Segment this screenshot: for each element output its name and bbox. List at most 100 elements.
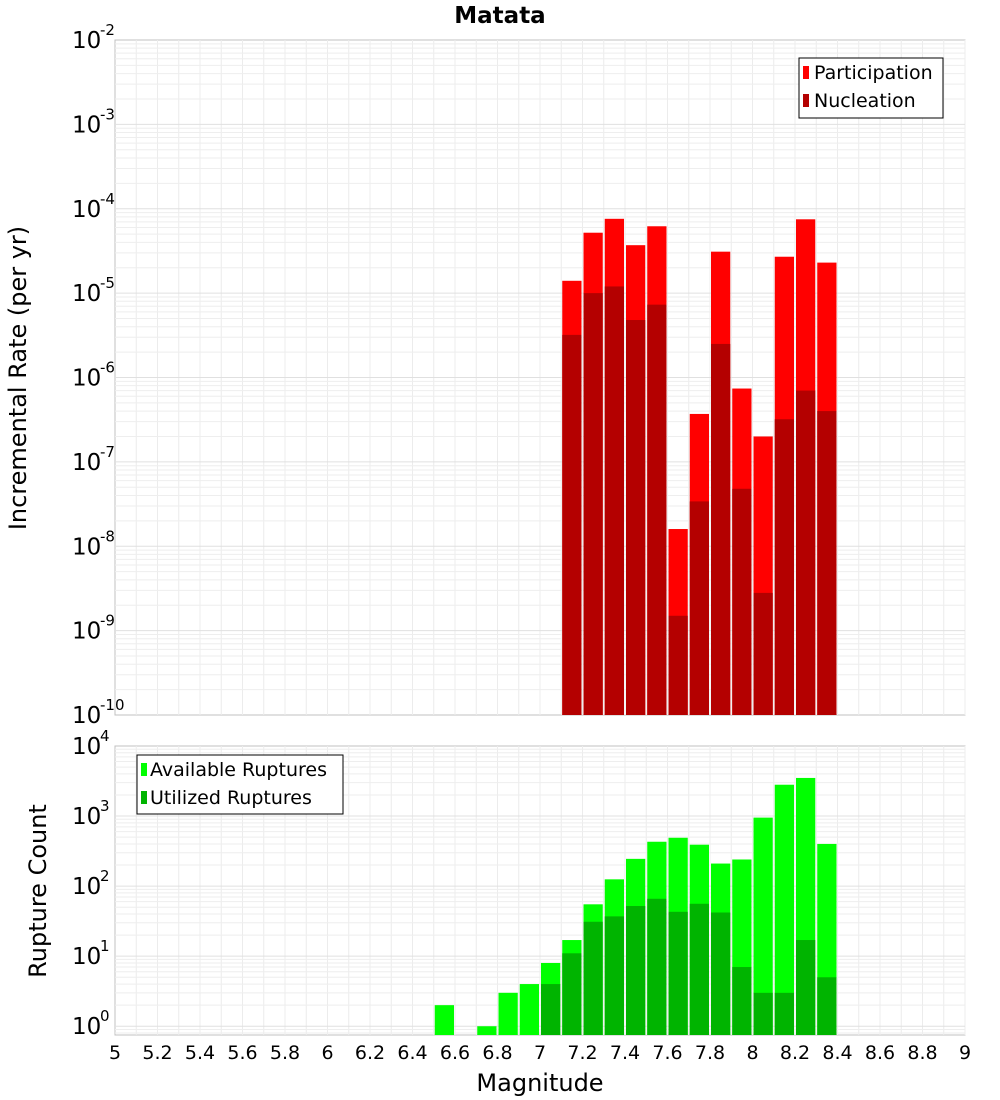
x-tick-label: 6.2 [355, 1042, 385, 1064]
bar-utilized-ruptures [626, 906, 646, 1035]
top-y-tick: 10-7 [72, 443, 115, 476]
bar-utilized-ruptures [668, 911, 688, 1035]
top-y-tick: 10-10 [72, 696, 125, 729]
top-y-tick-labels: 10-210-310-410-510-610-710-810-910-10 [72, 21, 125, 729]
y-tick-base: 10 [72, 703, 101, 729]
top-legend-box [798, 57, 944, 119]
y-tick-base: 10 [72, 944, 101, 970]
y-tick-exponent: -5 [100, 274, 115, 292]
bar-available-ruptures [774, 784, 794, 1035]
bar-nucleation [647, 304, 667, 715]
y-tick-base: 10 [72, 804, 101, 830]
top-y-tick: 10-3 [72, 105, 115, 138]
bottom-y-axis-label: Rupture Count [24, 804, 52, 978]
bar-utilized-ruptures [796, 940, 816, 1035]
y-tick-base: 10 [72, 874, 101, 900]
y-tick-exponent: -9 [100, 612, 115, 630]
y-tick-base: 10 [72, 450, 101, 476]
bottom-y-tick: 104 [72, 727, 110, 760]
top-bars [562, 218, 837, 716]
y-tick-base: 10 [72, 28, 101, 54]
bar-utilized-ruptures [604, 916, 624, 1035]
y-tick-base: 10 [72, 366, 101, 392]
x-tick-label: 7.8 [695, 1042, 725, 1064]
top-y-tick: 10-8 [72, 527, 115, 560]
legend-swatch-utilized-ruptures [141, 791, 147, 804]
x-tick-label: 8.4 [822, 1042, 852, 1064]
legend-label-available-ruptures: Available Ruptures [150, 759, 327, 781]
y-tick-base: 10 [72, 197, 101, 223]
bar-nucleation [604, 286, 624, 715]
bar-nucleation [774, 419, 794, 715]
bar-utilized-ruptures [647, 898, 667, 1035]
bar-available-ruptures [519, 984, 539, 1035]
y-tick-base: 10 [72, 112, 101, 138]
bar-utilized-ruptures [689, 903, 709, 1035]
x-tick-label: 7.2 [567, 1042, 597, 1064]
bar-nucleation [711, 343, 731, 715]
top-gridlines [115, 40, 966, 715]
y-tick-base: 10 [72, 734, 101, 760]
top-legend: Participation Nucleation [798, 57, 944, 119]
x-tick-label: 8.8 [907, 1042, 937, 1064]
top-y-axis-label: Incremental Rate (per yr) [4, 226, 32, 530]
y-tick-exponent: 4 [100, 727, 110, 745]
bar-available-ruptures [477, 1026, 497, 1035]
top-y-tick: 10-2 [72, 21, 115, 54]
bottom-y-tick: 103 [72, 797, 110, 830]
bar-nucleation [626, 320, 646, 715]
y-tick-exponent: -6 [100, 359, 115, 377]
x-tick-label: 9 [959, 1042, 971, 1064]
legend-label-nucleation: Nucleation [814, 90, 916, 112]
bottom-y-tick: 102 [72, 867, 110, 900]
bottom-legend: Available Ruptures Utilized Ruptures [136, 754, 344, 815]
bar-nucleation [753, 592, 773, 715]
y-tick-base: 10 [72, 1014, 101, 1040]
bar-utilized-ruptures [753, 992, 773, 1035]
x-tick-label: 5.6 [227, 1042, 257, 1064]
y-tick-exponent: 2 [100, 867, 110, 885]
legend-swatch-available-ruptures [141, 763, 147, 776]
bar-utilized-ruptures [562, 953, 582, 1035]
x-tick-label: 7.6 [652, 1042, 682, 1064]
x-tick-label: 6.4 [397, 1042, 427, 1064]
y-tick-base: 10 [72, 619, 101, 645]
y-tick-exponent: 1 [100, 937, 110, 955]
bar-nucleation [668, 615, 688, 715]
x-tick-label: 8 [746, 1042, 758, 1064]
x-tick-label: 5.8 [270, 1042, 300, 1064]
bar-utilized-ruptures [774, 992, 794, 1035]
y-tick-exponent: 0 [100, 1007, 110, 1025]
legend-label-participation: Participation [814, 62, 933, 84]
chart-title: Matata [454, 3, 545, 29]
bar-nucleation [732, 488, 752, 715]
x-tick-label: 7.4 [610, 1042, 640, 1064]
bar-utilized-ruptures [732, 967, 752, 1035]
y-tick-exponent: -4 [100, 190, 115, 208]
x-axis-label: Magnitude [476, 1069, 603, 1097]
bar-utilized-ruptures [583, 921, 603, 1035]
bar-nucleation [689, 501, 709, 715]
x-tick-label: 8.6 [865, 1042, 895, 1064]
y-tick-exponent: -3 [100, 105, 115, 123]
top-y-tick: 10-5 [72, 274, 115, 307]
legend-swatch-nucleation [803, 94, 809, 107]
x-tick-label: 5 [109, 1042, 121, 1064]
top-y-tick: 10-9 [72, 612, 115, 645]
bottom-legend-box [136, 754, 344, 815]
bar-available-ruptures [434, 1005, 454, 1035]
y-tick-exponent: -2 [100, 21, 115, 39]
x-tick-label: 5.4 [185, 1042, 215, 1064]
legend-swatch-participation [803, 66, 809, 79]
bar-utilized-ruptures [817, 977, 837, 1035]
y-tick-exponent: -8 [100, 527, 115, 545]
top-y-tick: 10-4 [72, 190, 115, 223]
x-tick-label: 7 [534, 1042, 546, 1064]
y-tick-exponent: -10 [100, 696, 125, 714]
bar-utilized-ruptures [541, 984, 561, 1035]
x-tick-labels: 5 5.2 5.4 5.6 5.8 6 6.2 6.4 6.6 6.8 7 7.2 7.4 7.6 7.8 8… [109, 1042, 971, 1064]
x-tick-label: 6.8 [482, 1042, 512, 1064]
